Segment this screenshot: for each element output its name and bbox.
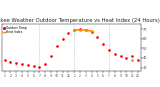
Title: Milwaukee Weather Outdoor Temperature vs Heat Index (24 Hours): Milwaukee Weather Outdoor Temperature vs… bbox=[0, 18, 160, 23]
Legend: Outdoor Temp, Heat Index: Outdoor Temp, Heat Index bbox=[3, 26, 26, 34]
